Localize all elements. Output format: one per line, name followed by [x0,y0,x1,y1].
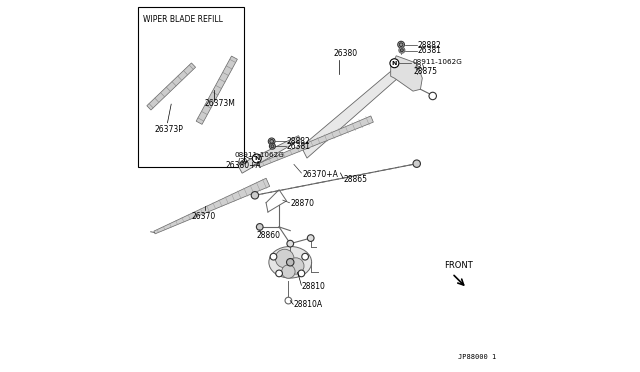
Circle shape [413,160,420,167]
Circle shape [302,253,308,260]
Text: 26373M: 26373M [205,99,236,108]
Text: 08911-1062G: 08911-1062G [412,59,462,65]
Circle shape [401,49,403,52]
Circle shape [251,192,259,199]
Polygon shape [238,136,301,173]
Text: 26370: 26370 [191,212,216,221]
Text: 26381: 26381 [417,46,442,55]
Text: 26373P: 26373P [154,125,183,134]
Text: 28882: 28882 [417,41,441,49]
Circle shape [269,143,275,149]
Text: 28865: 28865 [343,175,367,184]
Text: 26380: 26380 [333,49,357,58]
Circle shape [268,138,275,145]
Circle shape [282,265,295,278]
Polygon shape [147,63,196,110]
Polygon shape [154,178,269,234]
Circle shape [287,240,294,247]
Circle shape [257,224,263,230]
Text: JP88000 1: JP88000 1 [458,354,496,360]
Circle shape [285,297,292,304]
Circle shape [399,43,403,46]
Bar [138,7,244,167]
Circle shape [307,235,314,241]
Text: FRONT: FRONT [445,261,474,270]
Ellipse shape [269,246,312,278]
Text: 08911-1062G: 08911-1062G [234,153,284,158]
Text: 26370+A: 26370+A [302,170,338,179]
Circle shape [252,154,261,163]
Text: 28882: 28882 [287,137,310,146]
Text: 26381: 26381 [287,142,310,151]
Polygon shape [390,56,422,91]
Polygon shape [258,116,373,167]
Text: (3): (3) [237,157,247,164]
Text: 28860: 28860 [257,231,281,240]
Text: 28810A: 28810A [293,300,323,309]
Polygon shape [303,65,402,158]
Text: (3): (3) [415,64,425,70]
Circle shape [275,249,294,268]
Circle shape [399,47,405,53]
Text: 26380+A: 26380+A [225,161,261,170]
Circle shape [271,145,274,148]
Circle shape [276,270,282,277]
Text: 28870: 28870 [291,199,314,208]
Circle shape [287,258,304,274]
Circle shape [429,92,436,100]
Text: N: N [254,156,259,161]
Circle shape [390,59,399,68]
Polygon shape [196,56,237,124]
Text: N: N [392,61,397,66]
Circle shape [287,259,294,266]
Circle shape [397,41,404,48]
Text: 28875: 28875 [413,67,437,76]
Text: WIPER BLADE REFILL: WIPER BLADE REFILL [143,15,223,24]
Circle shape [270,253,277,260]
Circle shape [298,270,305,277]
Text: 28810: 28810 [301,282,325,291]
Circle shape [270,140,273,143]
